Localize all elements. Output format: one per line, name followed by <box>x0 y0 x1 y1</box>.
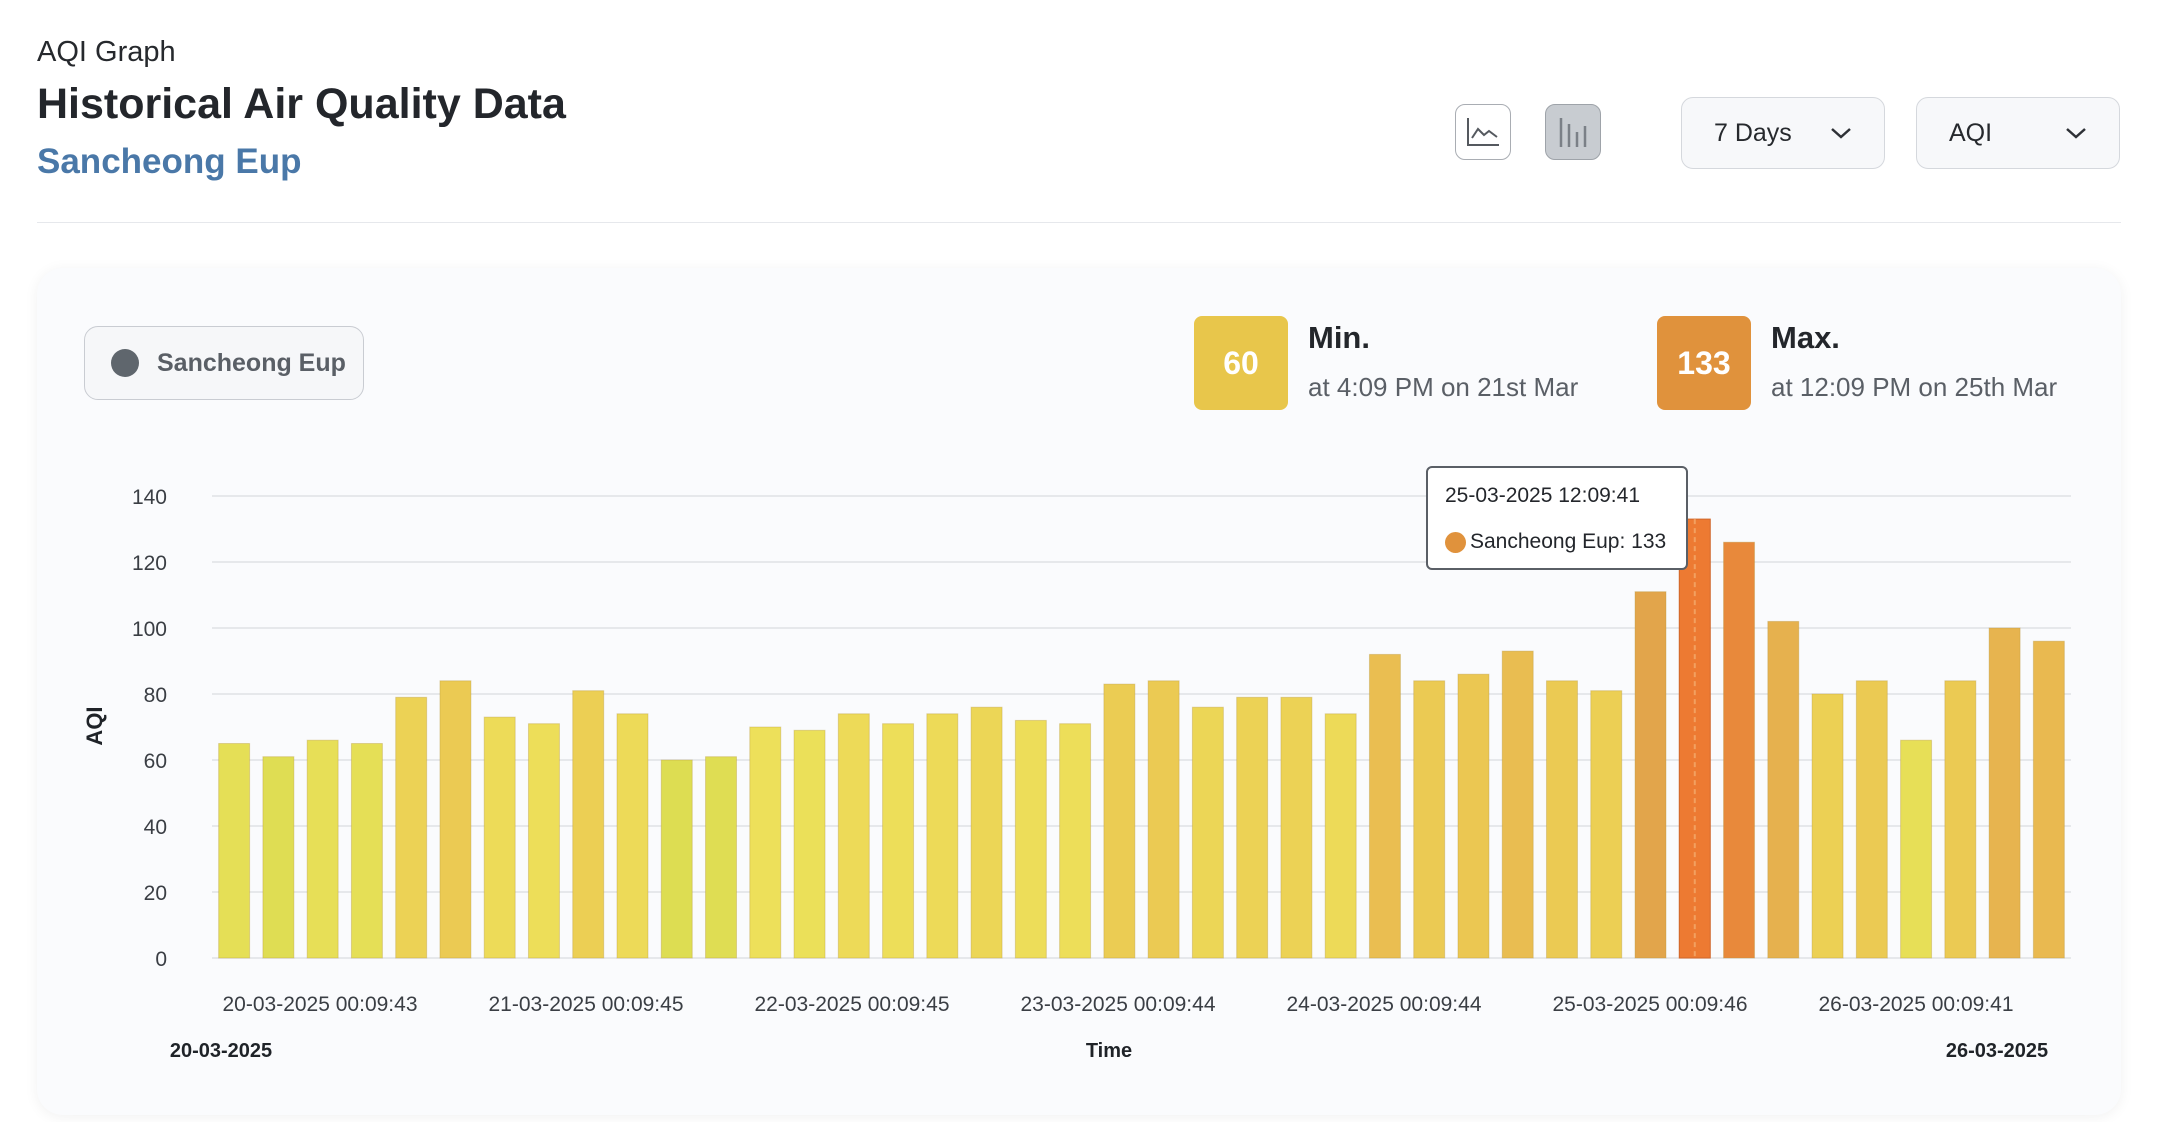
x-tick-label: 20-03-2025 00:09:43 <box>223 993 418 1016</box>
metric-select-value: AQI <box>1949 118 1993 147</box>
range-start-label: 20-03-2025 <box>170 1040 272 1062</box>
bar[interactable] <box>1059 723 1092 959</box>
bar-chart-button[interactable] <box>1545 104 1601 160</box>
bar[interactable] <box>1413 680 1446 959</box>
bars <box>218 518 2065 959</box>
x-tick-label: 24-03-2025 00:09:44 <box>1287 993 1482 1016</box>
bar[interactable] <box>2032 640 2065 959</box>
bar[interactable] <box>572 690 605 959</box>
chart-tooltip: 25-03-2025 12:09:41 Sancheong Eup: 133 <box>1426 466 1688 570</box>
y-tick-label: 120 <box>132 552 167 575</box>
bar[interactable] <box>306 739 339 959</box>
bar[interactable] <box>1900 739 1933 959</box>
max-label: Max. <box>1771 320 1840 355</box>
bar[interactable] <box>527 723 560 959</box>
bar[interactable] <box>749 726 782 959</box>
page-title: Historical Air Quality Data <box>37 80 566 128</box>
bar[interactable] <box>1236 696 1269 959</box>
bar[interactable] <box>1590 690 1623 959</box>
max-value-badge: 133 <box>1657 316 1751 410</box>
max-detail: at 12:09 PM on 25th Mar <box>1771 372 2058 402</box>
bar[interactable] <box>616 713 649 959</box>
y-tick-label: 20 <box>144 882 167 905</box>
y-axis-ticks: 0 20 40 60 80 100 120 140 <box>132 486 167 971</box>
bar[interactable] <box>660 759 693 959</box>
metric-select[interactable]: AQI <box>1916 97 2120 169</box>
y-axis-label: AQI <box>82 706 107 745</box>
min-label: Min. <box>1308 320 1370 355</box>
tooltip-value: 133 <box>1631 530 1667 553</box>
line-chart-icon <box>1467 118 1499 146</box>
x-tick-label: 23-03-2025 00:09:44 <box>1021 993 1216 1016</box>
bar[interactable] <box>1147 680 1180 959</box>
bar[interactable] <box>926 713 959 959</box>
bar[interactable] <box>1103 683 1136 959</box>
bar[interactable] <box>1501 650 1534 959</box>
x-tick-label: 22-03-2025 00:09:45 <box>755 993 950 1016</box>
y-tick-label: 40 <box>144 816 167 839</box>
bar[interactable] <box>1634 591 1667 959</box>
bar[interactable] <box>483 716 516 959</box>
page-kicker: AQI Graph <box>37 36 176 68</box>
bar[interactable] <box>1767 620 1800 959</box>
bar[interactable] <box>1191 706 1224 959</box>
bar[interactable] <box>1014 719 1047 959</box>
bar[interactable] <box>395 696 428 959</box>
y-tick-label: 80 <box>144 684 167 707</box>
chevron-down-icon <box>1831 128 1851 139</box>
bar[interactable] <box>1811 693 1844 959</box>
tooltip-series-dot <box>1445 531 1466 553</box>
station-name: Sancheong Eup <box>37 142 302 181</box>
tooltip-separator: : <box>1619 530 1632 553</box>
x-tick-label: 21-03-2025 00:09:45 <box>489 993 684 1016</box>
y-tick-label: 0 <box>155 948 167 971</box>
x-tick-label: 25-03-2025 00:09:46 <box>1553 993 1748 1016</box>
bar[interactable] <box>439 680 472 959</box>
bar[interactable] <box>970 706 1003 959</box>
x-axis-label: Time <box>1086 1040 1132 1062</box>
bar[interactable] <box>1368 653 1401 959</box>
legend-label: Sancheong Eup <box>157 348 346 377</box>
grid-lines <box>212 495 2071 959</box>
page-header: AQI Graph Historical Air Quality Data Sa… <box>37 0 2121 223</box>
bar[interactable] <box>1457 673 1490 959</box>
bar[interactable] <box>1545 680 1578 959</box>
min-value-badge: 60 <box>1194 316 1288 410</box>
line-chart-button[interactable] <box>1455 104 1511 160</box>
legend-toggle[interactable]: Sancheong Eup <box>84 326 364 400</box>
bar[interactable] <box>1944 680 1977 959</box>
bar[interactable] <box>793 729 826 959</box>
bar[interactable] <box>882 723 915 959</box>
chart-card: Sancheong Eup 60 Min. at 4:09 PM on 21st… <box>37 268 2121 1115</box>
y-tick-label: 100 <box>132 618 167 641</box>
range-select[interactable]: 7 Days <box>1681 97 1885 169</box>
bar[interactable] <box>1280 696 1313 959</box>
legend-dot <box>111 349 139 377</box>
bar[interactable] <box>837 713 870 959</box>
aqi-bar-chart: 0 20 40 60 80 100 120 140 20-03-2025 00:09:43 21… <box>82 486 2071 1062</box>
x-tick-label: 26-03-2025 00:09:41 <box>1819 993 2014 1016</box>
tooltip-time: 25-03-2025 12:09:41 <box>1445 484 1640 507</box>
bar[interactable] <box>1723 541 1756 959</box>
bar[interactable] <box>1988 627 2021 959</box>
tooltip-row: Sancheong Eup: 133 <box>1445 530 1666 554</box>
y-tick-label: 60 <box>144 750 167 773</box>
bar[interactable] <box>350 743 383 959</box>
x-axis-ticks: 20-03-2025 00:09:43 21-03-2025 00:09:45 22… <box>223 993 2014 1016</box>
chevron-down-icon <box>2066 128 2086 139</box>
tooltip-series: Sancheong Eup <box>1470 530 1620 553</box>
min-detail: at 4:09 PM on 21st Mar <box>1308 372 1579 402</box>
bar[interactable] <box>705 756 738 959</box>
bar[interactable] <box>1324 713 1357 959</box>
bar[interactable] <box>1855 680 1888 959</box>
range-end-label: 26-03-2025 <box>1946 1040 2048 1062</box>
y-tick-label: 140 <box>132 486 167 509</box>
bar-chart-icon <box>1559 118 1587 147</box>
bar[interactable] <box>262 756 295 959</box>
range-select-value: 7 Days <box>1714 118 1792 147</box>
bar[interactable] <box>218 743 251 959</box>
